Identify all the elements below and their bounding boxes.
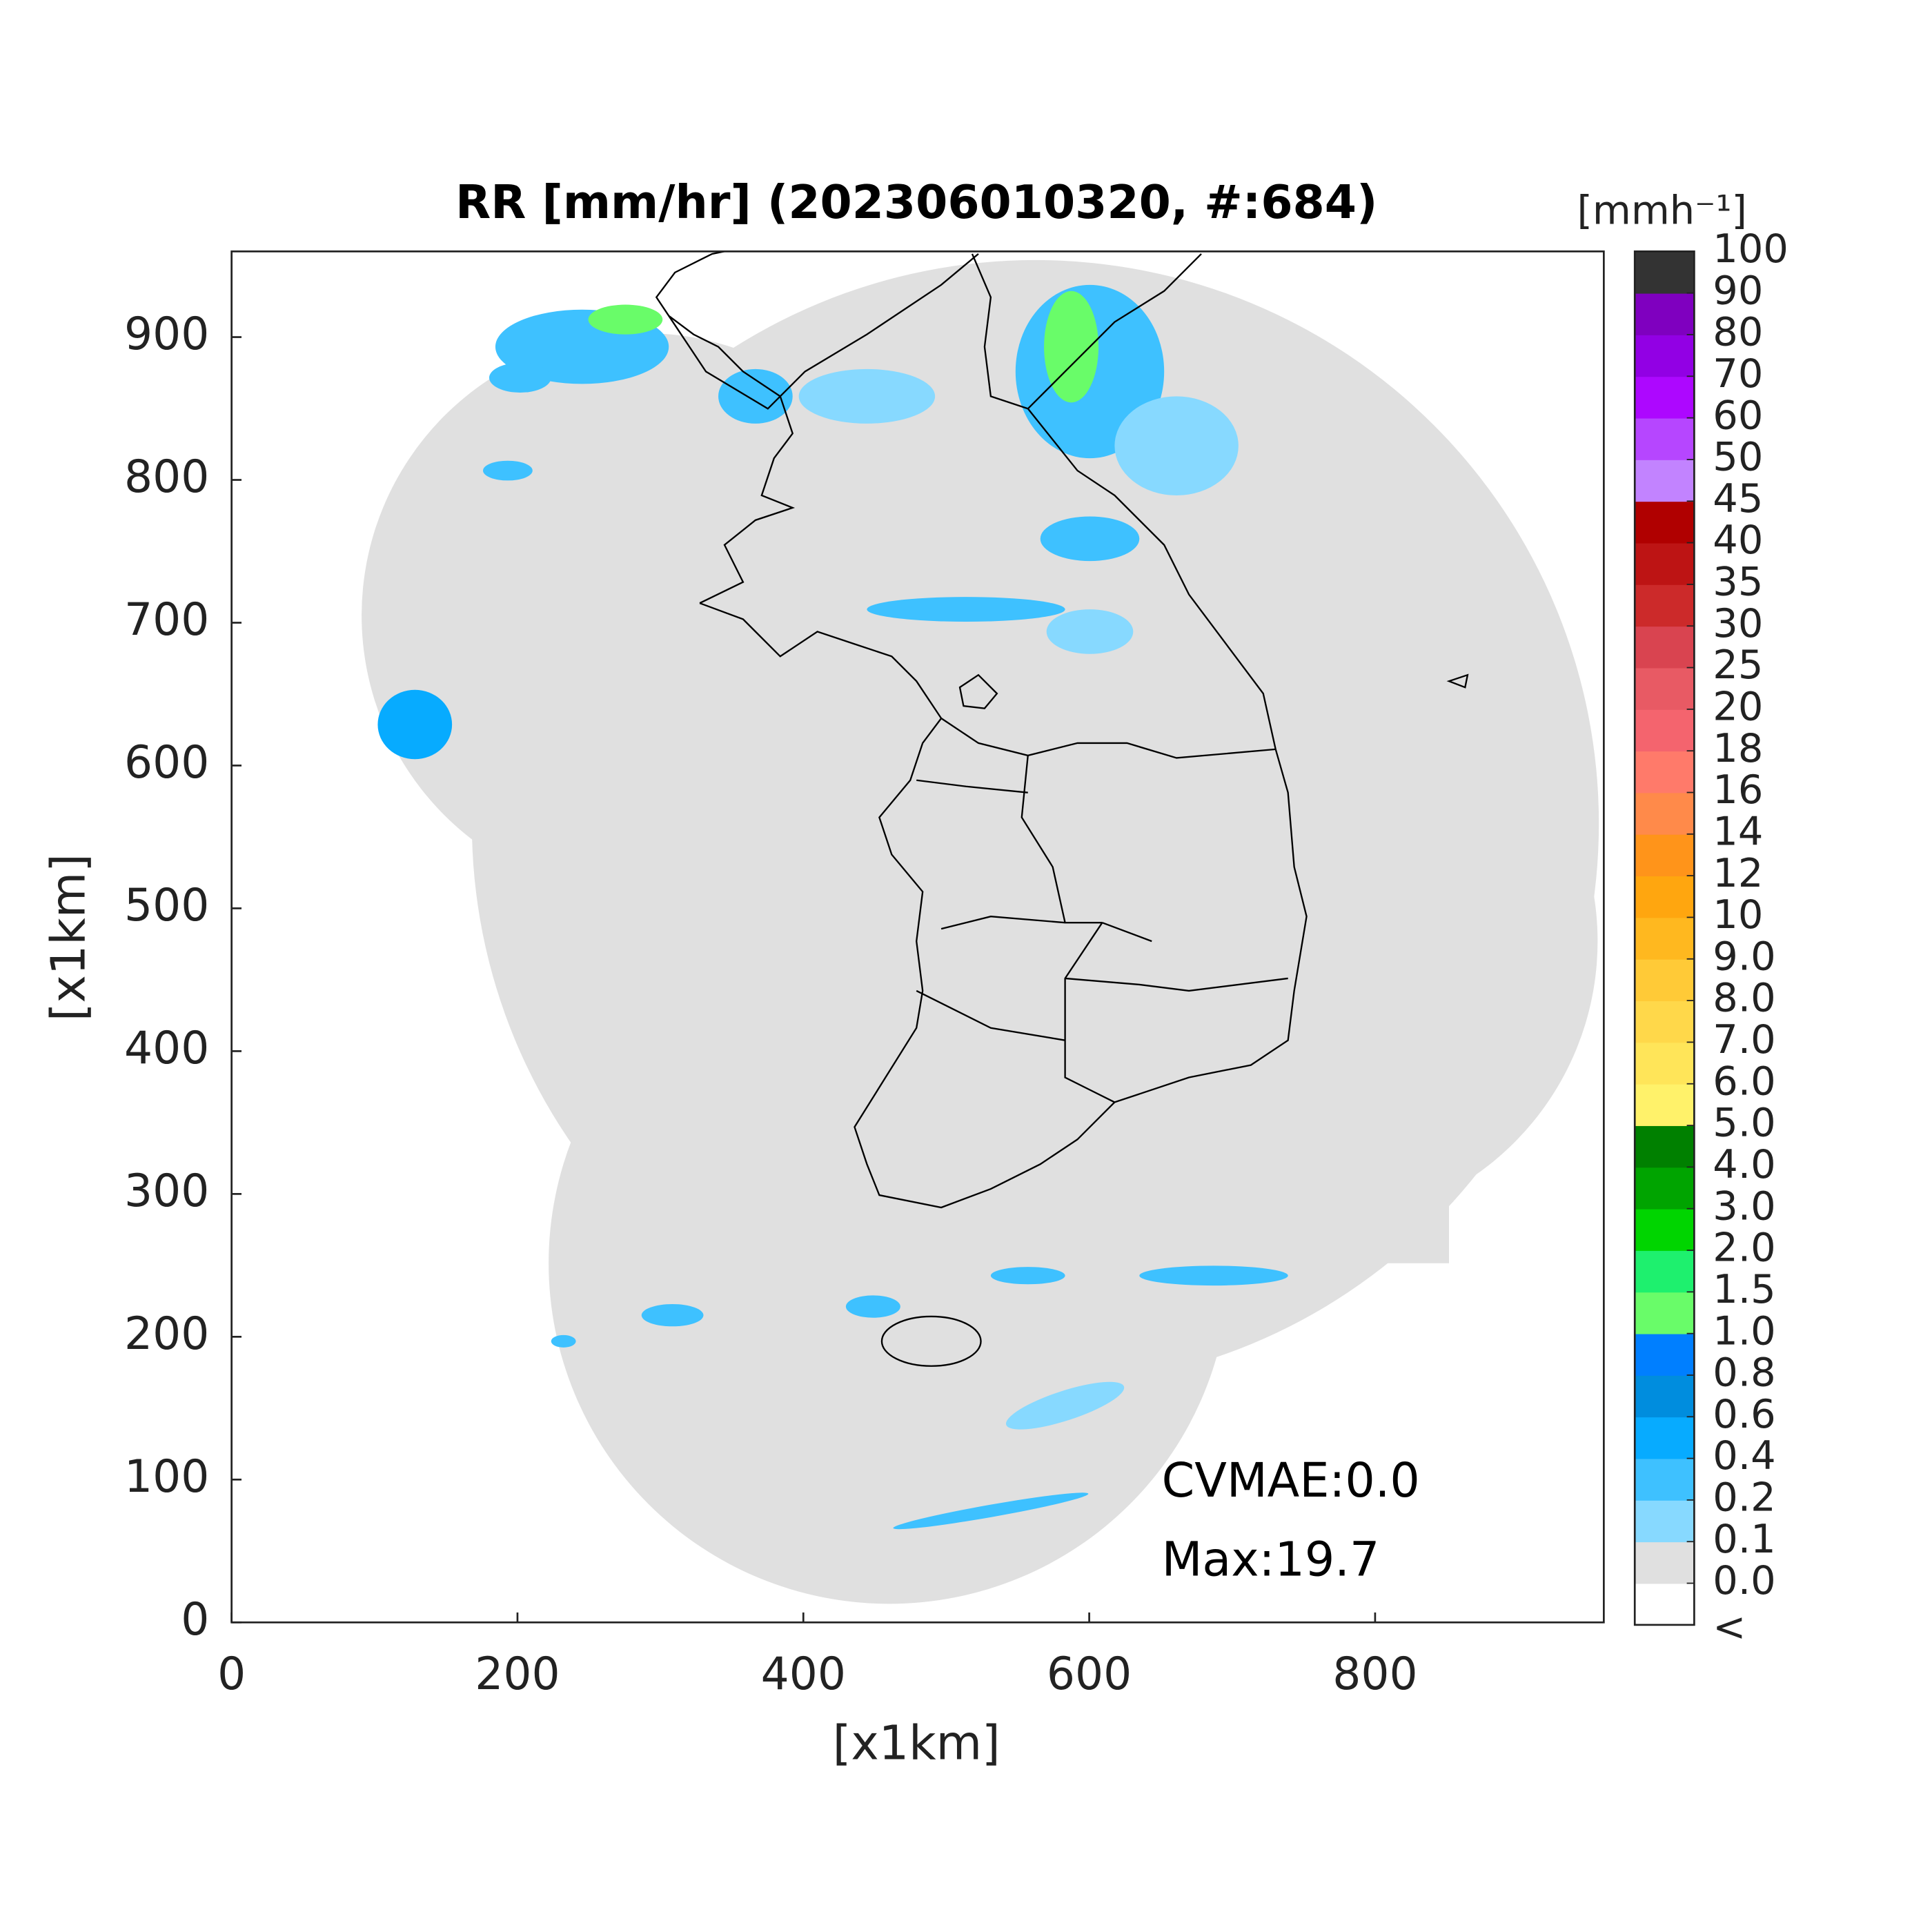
colorbar-tick-label: 45 <box>1713 475 1763 522</box>
colorbar-cell <box>1635 293 1695 335</box>
colorbar-cell <box>1635 1458 1695 1501</box>
radar-coverage <box>362 259 1599 1604</box>
colorbar-tick-label: 30 <box>1713 600 1763 647</box>
colorbar-cell <box>1635 667 1695 710</box>
plot-frame <box>230 250 1605 1624</box>
colorbar-cell <box>1635 1541 1695 1584</box>
colorbar-cell <box>1635 1292 1695 1334</box>
title: RR [mm/hr] (202306010320, #:684) <box>455 175 1377 229</box>
colorbar-cell <box>1635 459 1695 502</box>
colorbar-tick-label: 100 <box>1713 226 1788 272</box>
y-tick-label: 100 <box>124 1451 209 1503</box>
colorbar-tick-label: 6.0 <box>1713 1058 1775 1104</box>
colorbar-tick-label: 90 <box>1713 267 1763 313</box>
colorbar-cell <box>1635 1250 1695 1293</box>
colorbar-cell <box>1635 334 1695 377</box>
y-tick-label: 400 <box>124 1023 209 1074</box>
colorbar-cell <box>1635 376 1695 419</box>
colorbar-tick-label: 16 <box>1713 767 1763 813</box>
y-tick-label: 300 <box>124 1165 209 1217</box>
colorbar-cell <box>1635 1042 1695 1085</box>
colorbar-tick-label: 18 <box>1713 725 1763 771</box>
y-tick-label: 800 <box>124 451 209 503</box>
colorbar-tick-label: 0.1 <box>1713 1516 1775 1562</box>
x-tick-label: 0 <box>217 1648 246 1700</box>
colorbar-tick-label: 5.0 <box>1713 1100 1775 1146</box>
colorbar-tick-label: 1.5 <box>1713 1266 1775 1312</box>
colorbar-tick-label: 0.6 <box>1713 1391 1775 1437</box>
colorbar-cell <box>1635 1374 1695 1418</box>
colorbar-cell <box>1635 1083 1695 1126</box>
colorbar-tick-label: 60 <box>1713 392 1763 438</box>
colorbar-tick-label: 9.0 <box>1713 933 1775 979</box>
colorbar-cell <box>1635 792 1695 835</box>
annotation: CVMAE:0.0 <box>1162 1454 1420 1508</box>
colorbar-tick-label: 25 <box>1713 642 1763 688</box>
colorbar-cell <box>1635 876 1695 918</box>
colorbar-cell <box>1635 251 1695 294</box>
colorbar-tick-label: 35 <box>1713 559 1763 605</box>
y-tick-label: 200 <box>124 1308 209 1360</box>
colorbar-tick-label: 0.4 <box>1713 1432 1775 1479</box>
colorbar-tick-label: 40 <box>1713 517 1763 563</box>
colorbar-cell <box>1635 626 1695 669</box>
y-tick-label: 600 <box>124 737 209 789</box>
colorbar-cell <box>1635 834 1695 877</box>
colorbar-tick-label: 80 <box>1713 309 1763 355</box>
colorbar-cell <box>1635 709 1695 752</box>
y-tick-label: 700 <box>124 594 209 646</box>
colorbar-cell <box>1635 1583 1695 1626</box>
colorbar-tick-label: 70 <box>1713 351 1763 397</box>
x-axis-label: [x1km] <box>833 1716 1000 1771</box>
colorbar-cell <box>1635 958 1695 1001</box>
colorbar-tick-label: 10 <box>1713 891 1763 938</box>
colorbar-cell <box>1635 1208 1695 1251</box>
colorbar-cell <box>1635 1417 1695 1459</box>
colorbar-cell <box>1635 1000 1695 1043</box>
colorbar-tick-label: 4.0 <box>1713 1141 1775 1187</box>
colorbar-tick-label: 0.2 <box>1713 1475 1775 1521</box>
y-tick-label: 900 <box>124 308 209 360</box>
colorbar-cell <box>1635 1167 1695 1210</box>
colorbar-cell <box>1635 542 1695 585</box>
colorbar-cell <box>1635 584 1695 627</box>
colorbar-tick-label: 3.0 <box>1713 1183 1775 1229</box>
colorbar-tick-label: 2.0 <box>1713 1225 1775 1271</box>
colorbar-tick-label: 20 <box>1713 683 1763 729</box>
x-tick-label: 600 <box>1047 1648 1132 1700</box>
rain-echoes <box>377 284 1288 1530</box>
map-layer <box>362 251 1599 1604</box>
colorbar-tick-label: 8.0 <box>1713 975 1775 1021</box>
colorbar-cell <box>1635 1125 1695 1168</box>
coastlines <box>655 251 1469 1367</box>
colorbar-tick-label: 12 <box>1713 850 1763 896</box>
colorbar-cell <box>1635 917 1695 960</box>
colorbar-frame <box>1633 250 1695 1626</box>
x-tick-label: 400 <box>761 1648 846 1700</box>
colorbar-tick-label: < <box>1713 1604 1746 1650</box>
y-tick-label: 0 <box>181 1594 209 1646</box>
x-tick-label: 200 <box>475 1648 560 1700</box>
colorbar-cell <box>1635 1333 1695 1376</box>
axes: 0 200 400 600 800 0 100 200 300 400 500 600 700 800 90… <box>124 226 1788 1700</box>
colorbar-tick-label: 7.0 <box>1713 1016 1775 1063</box>
colorbar-tick-label: 0.8 <box>1713 1350 1775 1396</box>
y-tick-label: 500 <box>124 880 209 931</box>
colorbar-tick-label: 1.0 <box>1713 1308 1775 1354</box>
colorbar-cell <box>1635 501 1695 544</box>
colorbar-cell <box>1635 751 1695 793</box>
colorbar-cell <box>1635 1499 1695 1543</box>
annotation: Max:19.7 <box>1162 1533 1380 1588</box>
colorbar-tick-label: 14 <box>1713 808 1763 854</box>
y-axis-label: [x1km] <box>42 854 97 1021</box>
colorbar-tick-label: 0.0 <box>1713 1557 1775 1604</box>
x-tick-label: 800 <box>1332 1648 1417 1700</box>
colorbar-label: [mmh⁻¹] <box>1577 187 1747 233</box>
colorbar-tick-label: 50 <box>1713 434 1763 480</box>
colorbar-cell <box>1635 417 1695 460</box>
